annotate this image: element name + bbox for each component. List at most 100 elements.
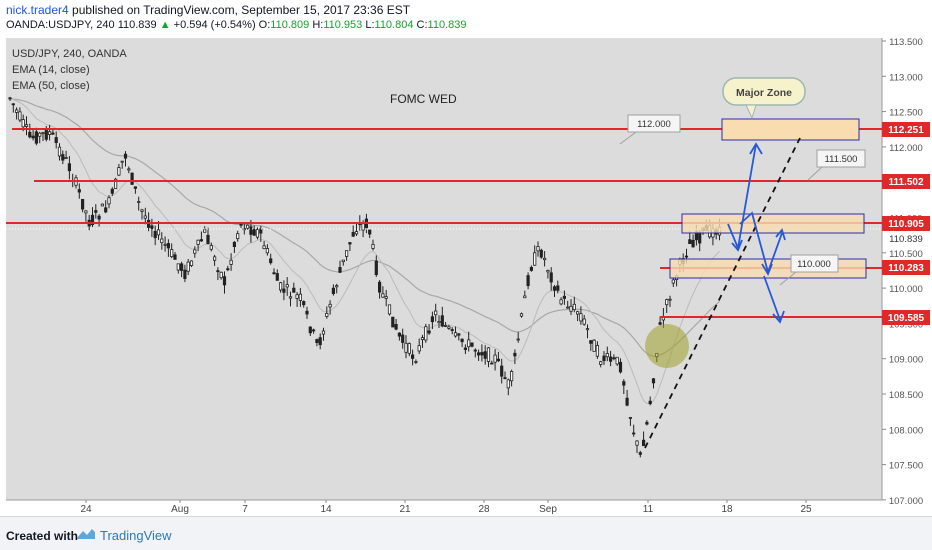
candle-body [282, 288, 286, 293]
candle-body [424, 326, 428, 341]
header: nick.trader4 published on TradingView.co… [0, 0, 932, 38]
candle-body [526, 275, 530, 287]
publish-line: nick.trader4 published on TradingView.co… [6, 3, 410, 17]
candle-body [490, 362, 494, 365]
candle-body [506, 379, 510, 389]
candle-body [189, 260, 194, 266]
close-label: C: [416, 19, 428, 31]
candle-body [671, 279, 675, 284]
candle-body [249, 226, 253, 235]
candle-body [24, 124, 29, 127]
price-tick-label: 107.500 [889, 461, 923, 472]
candle-body [625, 397, 629, 406]
tradingview-logo-icon[interactable] [76, 527, 96, 541]
candle-body [371, 243, 375, 249]
candle-body [427, 330, 431, 334]
candle-body [467, 339, 471, 348]
candle-body [100, 203, 104, 207]
candle-body [315, 339, 319, 343]
candle-body [150, 225, 154, 230]
candle-body [529, 267, 534, 271]
arrowhead-up-2 [775, 228, 786, 241]
highlight-circle[interactable] [645, 324, 689, 368]
price-chart[interactable]: 113.500113.000112.500112.000111.500111.0… [0, 37, 932, 516]
candle-body [219, 271, 223, 279]
price-change: +0.594 (+0.54%) [173, 19, 256, 31]
candle-body [410, 354, 415, 359]
candle-body [179, 263, 184, 271]
candle-body [572, 303, 576, 311]
time-tick-label: 25 [800, 504, 812, 515]
candle-body [665, 299, 669, 306]
quote-line: OANDA:USDJPY, 240 110.839 ▲ +0.594 (+0.5… [6, 19, 466, 31]
high-value: 110.953 [323, 19, 363, 31]
candle-body [183, 269, 187, 279]
tradingview-link[interactable]: TradingView [100, 528, 172, 543]
candle-body [533, 252, 537, 266]
level-label-110283: 110.283 [882, 260, 930, 275]
candle-body [509, 371, 514, 382]
projection-arrows[interactable] [727, 142, 786, 324]
callout-111500[interactable]: 111.500 [807, 149, 866, 181]
candle-body [38, 132, 42, 137]
open-label: O: [258, 19, 271, 31]
candle-body [262, 245, 266, 250]
current-price-label: 110.839 [889, 234, 923, 245]
callout-110000[interactable]: 110.000 [779, 254, 839, 286]
candle-body [173, 254, 177, 260]
time-tick-label: 28 [478, 504, 490, 515]
candle-body [143, 215, 147, 219]
candle-body [252, 228, 256, 236]
candle-body [658, 322, 662, 325]
candle-body [609, 356, 613, 362]
author-link[interactable]: nick.trader4 [6, 3, 69, 17]
candle-body [335, 285, 339, 288]
candle-body [351, 232, 355, 237]
candle-body [199, 239, 203, 242]
candle-body [668, 298, 672, 301]
candle-body [397, 332, 402, 337]
candle-body [387, 304, 392, 315]
candle-body [133, 186, 137, 189]
candle-body [308, 326, 312, 334]
candle-body [642, 439, 646, 447]
low-label: L: [365, 19, 375, 31]
zone-110900-box[interactable] [681, 213, 865, 234]
candle-body [325, 313, 329, 317]
candle-body [691, 239, 695, 248]
candle-body [632, 432, 636, 435]
candle-body [156, 229, 161, 236]
price-tick-label: 113.000 [889, 72, 923, 83]
candle-body [120, 160, 124, 163]
candle-body [226, 268, 230, 271]
candle-body [269, 258, 273, 264]
arrowhead-up-1 [749, 142, 763, 155]
candle-body [160, 238, 164, 244]
candle-body [298, 293, 303, 301]
major-zone-box[interactable] [721, 118, 860, 141]
candle-body [536, 246, 540, 252]
callout-major-zone[interactable]: Major Zone [722, 77, 806, 120]
candle-body [618, 361, 623, 373]
arrowhead-down-2 [761, 263, 773, 277]
price-tick-label: 110.500 [889, 249, 923, 260]
price-scale[interactable] [882, 38, 932, 516]
trendline[interactable] [644, 137, 801, 449]
candle-body [117, 167, 121, 176]
callout-112000[interactable]: 112.000 [619, 114, 681, 145]
candle-body [94, 210, 98, 213]
chart-area[interactable]: 113.500113.000112.500112.000111.500111.0… [0, 37, 932, 516]
candle-body [163, 243, 167, 246]
price-tick-label: 108.000 [889, 425, 923, 436]
candle-body [57, 146, 62, 157]
candle-body [651, 378, 656, 384]
time-tick-label: 11 [643, 504, 654, 515]
candle-body [170, 249, 174, 258]
candle-body [64, 157, 68, 159]
candle-body [592, 339, 596, 352]
level-label-112251: 112.251 [882, 122, 930, 137]
candle-body [341, 259, 345, 263]
path-to-109585-arrow [763, 275, 781, 321]
candle-body [51, 132, 55, 135]
candle-body [67, 163, 71, 172]
